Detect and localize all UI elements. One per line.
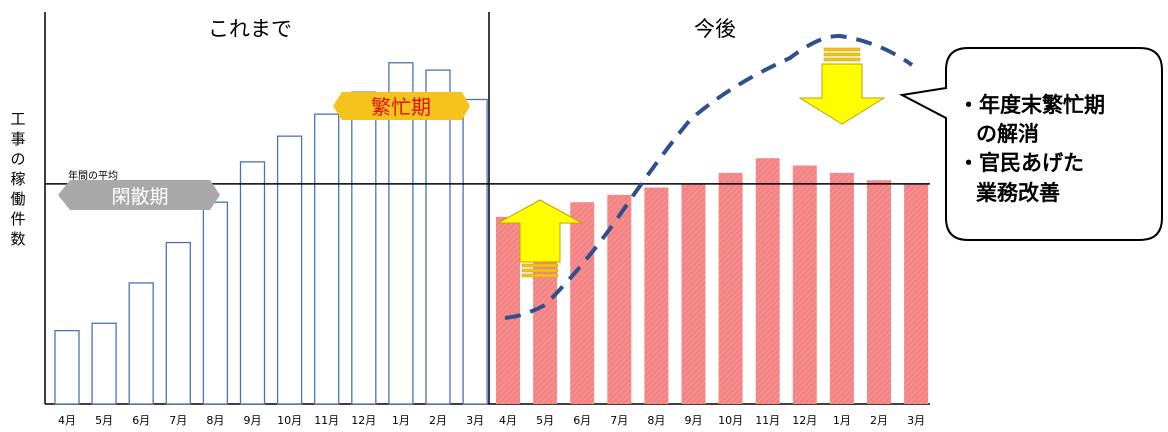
bar-future-6 xyxy=(681,183,706,404)
section-title-future: 今後 xyxy=(694,17,736,41)
quiet-period-badge: 閑散期 xyxy=(58,180,220,210)
callout-line-3: ・官民あげた xyxy=(958,151,1084,175)
x-tick-past-8: 11月 xyxy=(314,414,339,427)
x-tick-future-2: 5月 xyxy=(536,414,554,427)
y-axis-label-char: 稼 xyxy=(10,170,25,188)
y-axis-label-char: 事 xyxy=(10,130,25,148)
bar-past-2 xyxy=(91,322,117,405)
bar-past-5 xyxy=(202,201,229,405)
x-tick-future-12: 3月 xyxy=(907,414,925,427)
x-tick-future-5: 8月 xyxy=(647,414,665,427)
x-tick-future-7: 10月 xyxy=(718,414,743,427)
callout-line-4: 業務改善 xyxy=(976,181,1060,205)
callout-line-2: の解消 xyxy=(976,122,1039,146)
x-tick-past-5: 8月 xyxy=(206,414,224,427)
quiet-period-label: 閑散期 xyxy=(111,186,168,208)
busy-period-label: 繁忙期 xyxy=(371,95,431,119)
up-arrow-icon xyxy=(497,199,583,278)
down-arrow-icon xyxy=(798,47,886,125)
bar-future-11 xyxy=(867,180,891,404)
bar-future-12 xyxy=(904,183,929,404)
bar-future-7 xyxy=(718,172,743,404)
x-tick-labels: 4月 5月 6月 7月 8月 9月 10月 11月 12月 1月 2月 3月 4月 5月 6月 7月 8月 9月 1… xyxy=(58,414,925,427)
bar-past-1 xyxy=(54,329,80,405)
y-axis-label-char: の xyxy=(10,150,25,168)
bar-past-6 xyxy=(239,161,266,405)
x-tick-past-11: 2月 xyxy=(429,414,447,427)
x-tick-future-1: 4月 xyxy=(499,414,517,427)
bar-past-7 xyxy=(276,135,303,405)
bar-past-11 xyxy=(425,69,451,405)
bar-future-10 xyxy=(829,172,854,404)
x-tick-future-10: 1月 xyxy=(833,414,851,427)
busy-period-badge: 繁忙期 xyxy=(333,92,470,120)
x-tick-past-4: 7月 xyxy=(169,414,187,427)
x-tick-past-10: 1月 xyxy=(392,414,410,427)
bar-past-3 xyxy=(128,282,154,405)
average-line-label: 年間の平均 xyxy=(68,169,118,182)
x-tick-past-3: 6月 xyxy=(132,414,150,427)
bar-past-4 xyxy=(165,241,191,405)
x-tick-future-4: 7月 xyxy=(610,414,628,427)
trend-line xyxy=(504,33,914,320)
y-axis-label-char: 働 xyxy=(10,190,25,208)
x-tick-future-9: 12月 xyxy=(792,414,817,427)
x-tick-past-7: 10月 xyxy=(277,414,302,427)
bar-past-9 xyxy=(351,91,377,405)
y-axis-label-char: 件 xyxy=(10,210,25,228)
x-tick-past-12: 3月 xyxy=(466,414,484,427)
bar-future-1 xyxy=(496,216,520,404)
bar-future-3 xyxy=(570,202,595,404)
x-tick-future-8: 11月 xyxy=(755,414,780,427)
x-tick-future-6: 9月 xyxy=(685,414,703,427)
x-tick-past-9: 12月 xyxy=(351,414,376,427)
bar-past-12 xyxy=(462,98,488,405)
x-tick-past-6: 9月 xyxy=(244,414,262,427)
callout-line-1: ・年度末繁忙期 xyxy=(958,93,1105,117)
past-bars xyxy=(54,62,488,405)
bar-future-5 xyxy=(644,187,669,404)
x-tick-past-1: 4月 xyxy=(58,414,76,427)
bar-past-8 xyxy=(314,113,340,405)
future-bars xyxy=(496,158,929,404)
y-axis-label-char: 工 xyxy=(10,110,25,128)
callout-bubble: ・年度末繁忙期 の解消 ・官民あげた 業務改善 xyxy=(898,47,1163,241)
y-axis-label-char: 数 xyxy=(10,230,25,248)
x-tick-future-3: 6月 xyxy=(573,414,591,427)
x-tick-past-2: 5月 xyxy=(95,414,113,427)
section-title-past: これまで xyxy=(208,17,292,41)
bar-future-9 xyxy=(792,165,817,404)
bar-future-8 xyxy=(755,158,780,404)
x-tick-future-11: 2月 xyxy=(870,414,888,427)
